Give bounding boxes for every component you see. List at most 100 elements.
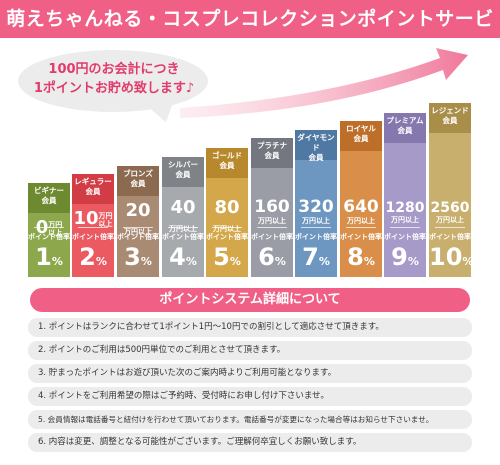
page-title: 萌えちゃんねる・コスプレコレクションポイントサービス	[6, 8, 494, 68]
tier-column: レジェンド 会員 2560 万円以上 ポイント倍率 10%	[429, 103, 474, 277]
tier-threshold: 1280 万円以上	[384, 197, 426, 224]
tier-name-line1: ロイヤル	[346, 124, 376, 133]
tier-threshold-value: 640	[343, 197, 379, 217]
tier-divider	[435, 227, 465, 228]
tier-threshold-value: 1280	[385, 200, 425, 216]
tier-threshold-unit: 万円以上	[213, 224, 241, 233]
tier-name: シルバー 会員	[162, 157, 204, 187]
bubble-line-2: 1ポイントお貯め致します♪	[33, 81, 195, 96]
tier-name-line1: プレミアム	[386, 116, 424, 125]
tier-rate-unit: %	[363, 255, 375, 268]
tier-column: プレミアム 会員 1280 万円以上 ポイント倍率 9%	[384, 113, 426, 277]
tier-name-line1: ビギナー	[34, 186, 64, 195]
tier-name: レジェンド 会員	[429, 103, 471, 133]
tier-divider	[301, 227, 331, 228]
tier-name-line1: ダイヤモンド	[297, 133, 335, 152]
tier-body: 320 万円以上ポイント倍率 7%	[295, 160, 337, 277]
tier-rate: 1%	[28, 243, 70, 271]
tier-divider	[212, 227, 242, 228]
tier-column: シルバー 会員 40 万円以上 ポイント倍率 4%	[162, 157, 204, 277]
tier-divider	[346, 227, 376, 228]
tier-rate: 2%	[72, 243, 114, 271]
rule-item: 6. 内容は変更、調整となる可能性がございます。ご理解何卒宜しくお願い致します。	[28, 433, 472, 452]
rule-item: 2. ポイントのご利用は500円単位でのご利用とさせて頂きます。	[28, 341, 472, 360]
tier-divider	[78, 227, 108, 228]
tier-threshold-value: 160	[254, 197, 290, 217]
tier-body: 1280 万円以上 ポイント倍率 9%	[384, 143, 426, 277]
tier-name-line2: 会員	[85, 187, 101, 196]
tier-column: レギュラー 会員 10 万円 以上 ポイント倍率 2%	[72, 174, 114, 277]
tier-name-line1: ブロンズ	[123, 169, 153, 178]
tier-divider	[168, 227, 198, 228]
rule-item: 4. ポイントをご利用希望の際はご予約時、受付時にお申し付け下さいませ。	[28, 387, 472, 406]
tier-name: ブロンズ 会員	[117, 166, 159, 196]
tier-rate-value: 6	[258, 243, 275, 271]
tier-name: プレミアム 会員	[384, 113, 426, 143]
rule-item: 1. ポイントはランクに合わせて1ポイント1円〜10円での割引として適応させて頂…	[28, 318, 472, 337]
tier-threshold-value: 320	[298, 197, 334, 217]
tier-rate: 5%	[206, 243, 248, 271]
system-title: ポイントシステム詳細について	[30, 288, 470, 312]
tier-name-line1: プラチナ	[257, 141, 287, 150]
growth-arrow	[180, 48, 468, 118]
tier-rate-unit: %	[140, 255, 152, 268]
tier-column: ブロンズ 会員 20 万円以上 ポイント倍率 3%	[117, 166, 159, 277]
tier-rate: 6%	[251, 243, 293, 271]
tier-rate-unit: %	[185, 255, 197, 268]
tier-rate-label: ポイント倍率	[295, 233, 337, 241]
tier-threshold: 80 万円以上	[206, 197, 248, 237]
tier-name-line1: シルバー	[168, 160, 198, 169]
tier-rate: 7%	[295, 243, 337, 271]
tier-column: ゴールド 会員 80 万円以上 ポイント倍率 5%	[206, 148, 248, 277]
tier-name: プラチナ 会員	[251, 138, 293, 168]
tier-rate-value: 4	[169, 243, 186, 271]
tier-threshold-unit: 万円以上	[98, 211, 113, 228]
tier-name-line2: 会員	[41, 196, 57, 205]
tier-threshold-unit: 万円以上	[302, 217, 330, 225]
tier-threshold: 20 万円以上	[117, 200, 159, 240]
tier-rate: 8%	[340, 243, 382, 271]
tier-rate-unit: %	[462, 255, 474, 268]
tier-threshold-unit: 万円以上	[347, 217, 375, 225]
bubble-line-1: 100円のお会計につき	[48, 62, 180, 77]
tier-body: 640 万円以上ポイント倍率 8%	[340, 151, 382, 277]
tier-rate: 9%	[384, 243, 426, 271]
tier-name-line2: 会員	[442, 116, 458, 125]
tier-threshold: 640 万円以上	[340, 197, 382, 225]
tier-rate-label: ポイント倍率	[28, 233, 70, 241]
tier-threshold: 320 万円以上	[295, 197, 337, 225]
tier-rate-label: ポイント倍率	[206, 233, 248, 241]
tier-rate-label: ポイント倍率	[340, 233, 382, 241]
tier-divider	[123, 227, 153, 228]
tier-name: ビギナー 会員	[28, 183, 70, 213]
tier-rate-value: 3	[124, 243, 141, 271]
tier-rate-label: ポイント倍率	[117, 233, 159, 241]
tier-rate-label: ポイント倍率	[162, 233, 204, 241]
tier-name-line2: 会員	[175, 170, 191, 179]
tier-threshold-unit: 万円以上	[48, 220, 63, 237]
tier-name-line1: レギュラー	[74, 177, 112, 186]
tier-rate-unit: %	[318, 255, 330, 268]
tier-rate-value: 1	[35, 243, 52, 271]
tier-body: 160 万円以上 ポイント倍率 6%	[251, 168, 293, 277]
tier-name: ロイヤル 会員	[340, 121, 382, 151]
tier-divider	[257, 227, 287, 228]
tier-rate: 10%	[429, 243, 474, 271]
tier-rate-value: 2	[79, 243, 96, 271]
tier-name: ゴールド 会員	[206, 148, 248, 178]
tier-name-line2: 会員	[130, 179, 146, 188]
tier-name: ダイヤモンド 会員	[295, 130, 337, 162]
tier-name: レギュラー 会員	[72, 174, 114, 204]
tier-threshold-unit: 万円以上	[169, 224, 197, 233]
tier-column: プラチナ 会員 160 万円以上 ポイント倍率 6%	[251, 138, 293, 277]
tier-threshold-value: 20	[125, 200, 151, 221]
tier-column: ロイヤル 会員 640 万円以上ポイント倍率 8%	[340, 121, 382, 277]
tier-rate-unit: %	[51, 255, 63, 268]
tier-body: 80 万円以上 ポイント倍率 5%	[206, 178, 248, 277]
tier-rate-unit: %	[407, 255, 419, 268]
tier-name-line2: 会員	[353, 134, 369, 143]
tier-rate-value: 9	[391, 243, 408, 271]
tier-name-line2: 会員	[219, 161, 235, 170]
tier-divider	[390, 227, 420, 228]
tier-threshold-value: 10	[73, 208, 99, 229]
